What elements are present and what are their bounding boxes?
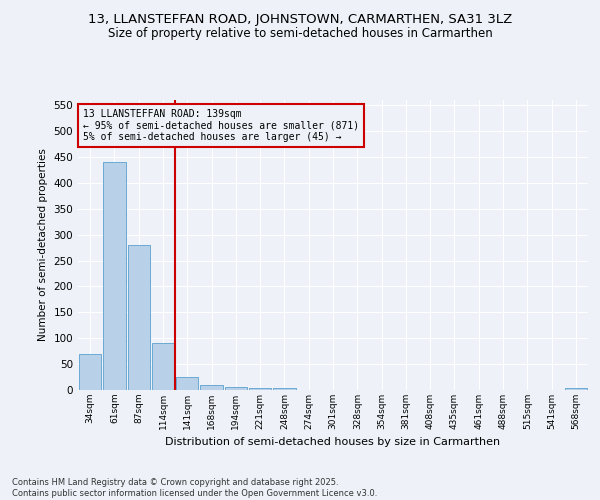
Bar <box>152 344 174 390</box>
Text: 13, LLANSTEFFAN ROAD, JOHNSTOWN, CARMARTHEN, SA31 3LZ: 13, LLANSTEFFAN ROAD, JOHNSTOWN, CARMART… <box>88 12 512 26</box>
Bar <box>249 388 271 390</box>
Text: Contains HM Land Registry data © Crown copyright and database right 2025.
Contai: Contains HM Land Registry data © Crown c… <box>12 478 377 498</box>
Text: Size of property relative to semi-detached houses in Carmarthen: Size of property relative to semi-detach… <box>107 28 493 40</box>
X-axis label: Distribution of semi-detached houses by size in Carmarthen: Distribution of semi-detached houses by … <box>166 438 500 448</box>
Y-axis label: Number of semi-detached properties: Number of semi-detached properties <box>38 148 48 342</box>
Bar <box>200 385 223 390</box>
Bar <box>176 377 199 390</box>
Text: 13 LLANSTEFFAN ROAD: 139sqm
← 95% of semi-detached houses are smaller (871)
5% o: 13 LLANSTEFFAN ROAD: 139sqm ← 95% of sem… <box>83 108 359 142</box>
Bar <box>79 354 101 390</box>
Bar <box>224 387 247 390</box>
Bar <box>565 388 587 390</box>
Bar <box>128 245 150 390</box>
Bar <box>273 388 296 390</box>
Bar <box>103 162 125 390</box>
